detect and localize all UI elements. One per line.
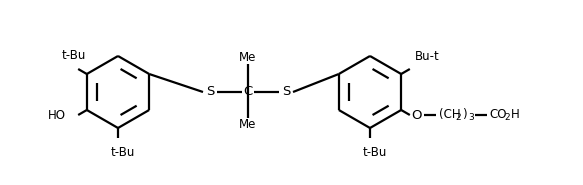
- Text: C: C: [243, 85, 252, 97]
- Text: 2: 2: [505, 112, 511, 122]
- Text: O: O: [412, 108, 422, 122]
- Text: CO: CO: [490, 107, 507, 120]
- Text: t-Bu: t-Bu: [62, 49, 86, 62]
- Text: S: S: [206, 85, 214, 97]
- Text: ): ): [462, 107, 466, 120]
- Text: Me: Me: [239, 51, 257, 63]
- Text: HO: HO: [48, 108, 66, 122]
- Text: t-Bu: t-Bu: [363, 146, 387, 159]
- Text: 2: 2: [456, 112, 462, 122]
- Text: Bu-t: Bu-t: [415, 50, 440, 63]
- Text: S: S: [282, 85, 290, 97]
- Text: Me: Me: [239, 119, 257, 132]
- Text: t-Bu: t-Bu: [111, 146, 135, 159]
- Text: H: H: [511, 107, 519, 120]
- Text: 3: 3: [468, 112, 473, 122]
- Text: (CH: (CH: [439, 107, 461, 120]
